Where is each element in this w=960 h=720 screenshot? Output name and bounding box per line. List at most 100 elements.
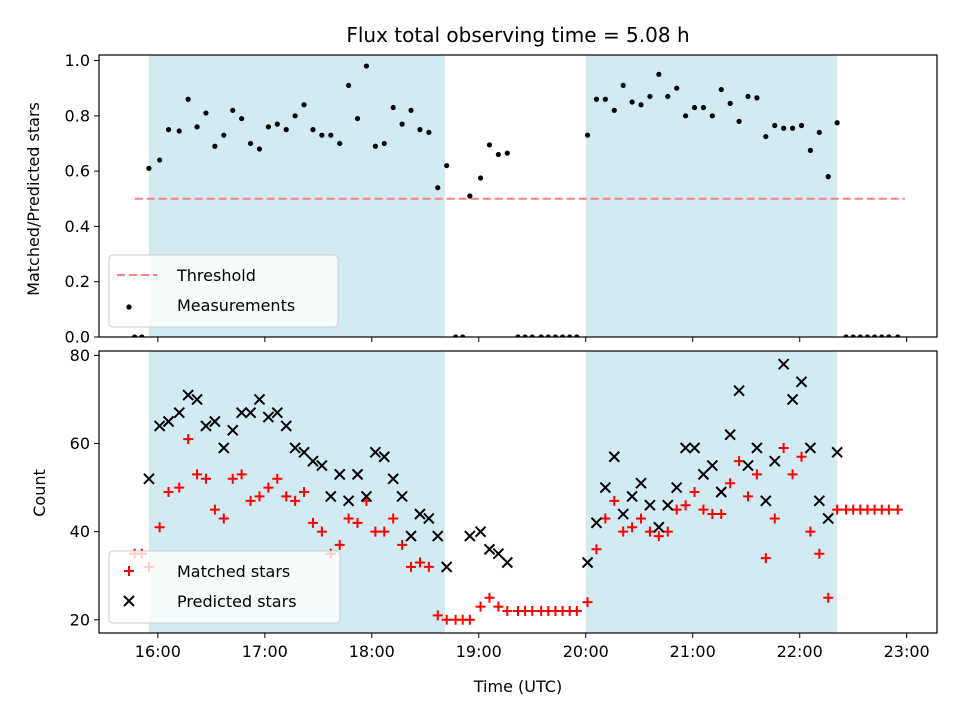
data-point — [475, 601, 486, 612]
data-point — [691, 104, 698, 111]
data-point — [432, 610, 443, 621]
data-point — [227, 473, 238, 484]
data-point — [351, 468, 364, 481]
data-point — [527, 605, 538, 616]
data-point — [715, 486, 727, 498]
data-point — [464, 614, 475, 625]
y-tick-label: 0.8 — [65, 106, 90, 125]
data-point — [709, 113, 715, 119]
data-point — [414, 557, 425, 568]
data-point — [370, 526, 381, 537]
data-point — [452, 334, 459, 337]
data-point — [807, 147, 814, 153]
data-point — [154, 522, 165, 533]
data-point — [290, 495, 301, 506]
data-point — [272, 473, 283, 484]
data-point — [176, 128, 182, 134]
data-point — [609, 495, 620, 506]
top-y-axis-label: Matched/Predicted stars — [24, 102, 43, 296]
data-point — [203, 110, 209, 116]
data-point — [474, 525, 487, 538]
data-point — [337, 140, 343, 147]
y-tick-label: 20 — [70, 610, 90, 629]
data-point — [163, 487, 174, 497]
data-point — [798, 122, 805, 129]
x-tick-label: 23:00 — [884, 642, 930, 661]
data-point — [796, 451, 807, 462]
data-point — [529, 334, 535, 337]
legend: Threshold Measurements — [108, 254, 339, 328]
data-point — [763, 133, 769, 140]
data-point — [236, 469, 247, 480]
data-point — [192, 469, 203, 480]
data-point — [230, 107, 236, 113]
data-point — [247, 140, 254, 147]
data-point — [265, 124, 271, 130]
data-point — [346, 82, 352, 89]
data-point — [387, 473, 399, 485]
axes-frame — [98, 54, 938, 338]
data-point — [670, 481, 683, 494]
data-point — [342, 495, 355, 507]
legend: Matched stars Predicted stars — [108, 550, 341, 624]
data-point — [786, 393, 799, 406]
data-point — [804, 442, 817, 454]
data-point — [262, 411, 275, 423]
data-point — [590, 517, 603, 529]
data-point — [620, 82, 626, 89]
y-tick-label: 80 — [70, 346, 90, 365]
data-point — [283, 127, 289, 133]
data-point — [552, 334, 559, 337]
data-point — [638, 102, 644, 108]
data-point — [440, 561, 453, 573]
data-point — [618, 526, 629, 537]
data-point — [823, 592, 834, 603]
data-point — [307, 455, 319, 467]
data-point — [591, 544, 602, 555]
y-tick-label: 0.0 — [65, 328, 90, 347]
data-point — [301, 102, 307, 108]
data-point — [477, 175, 484, 181]
y-tick-label: 40 — [70, 522, 90, 541]
data-point — [538, 334, 544, 337]
legend-label: Threshold — [176, 266, 256, 285]
data-point — [751, 442, 763, 454]
data-point — [495, 151, 501, 158]
data-point — [281, 491, 292, 502]
data-point — [492, 547, 505, 560]
data-point — [363, 63, 370, 69]
data-point — [805, 526, 816, 537]
shaded-interval — [585, 55, 838, 337]
data-point — [769, 455, 781, 467]
data-point — [635, 477, 647, 489]
data-point — [173, 406, 185, 419]
data-point — [441, 614, 452, 625]
data-point — [239, 115, 245, 122]
series-marks — [129, 358, 903, 625]
data-point — [760, 553, 771, 564]
legend-marker — [124, 566, 134, 576]
data-point — [334, 539, 345, 550]
data-point — [857, 334, 863, 337]
data-point — [843, 334, 849, 337]
data-point — [221, 132, 227, 138]
data-point — [388, 513, 399, 524]
x-tick-label: 20:00 — [563, 642, 609, 661]
data-point — [571, 605, 582, 616]
data-point — [656, 71, 662, 77]
data-point — [831, 446, 843, 459]
data-point — [157, 157, 163, 163]
x-axis-label: Time (UTC) — [473, 677, 562, 696]
chart-title: Flux total observing time = 5.08 h — [346, 23, 689, 47]
data-point — [653, 521, 665, 533]
x-tick-label: 18:00 — [349, 642, 395, 661]
data-point — [379, 526, 390, 537]
data-point — [146, 165, 152, 171]
data-point — [185, 96, 191, 102]
legend-marker — [123, 595, 135, 607]
data-point — [299, 487, 310, 497]
data-point — [254, 491, 265, 502]
data-point — [522, 334, 528, 337]
data-point — [760, 495, 772, 507]
